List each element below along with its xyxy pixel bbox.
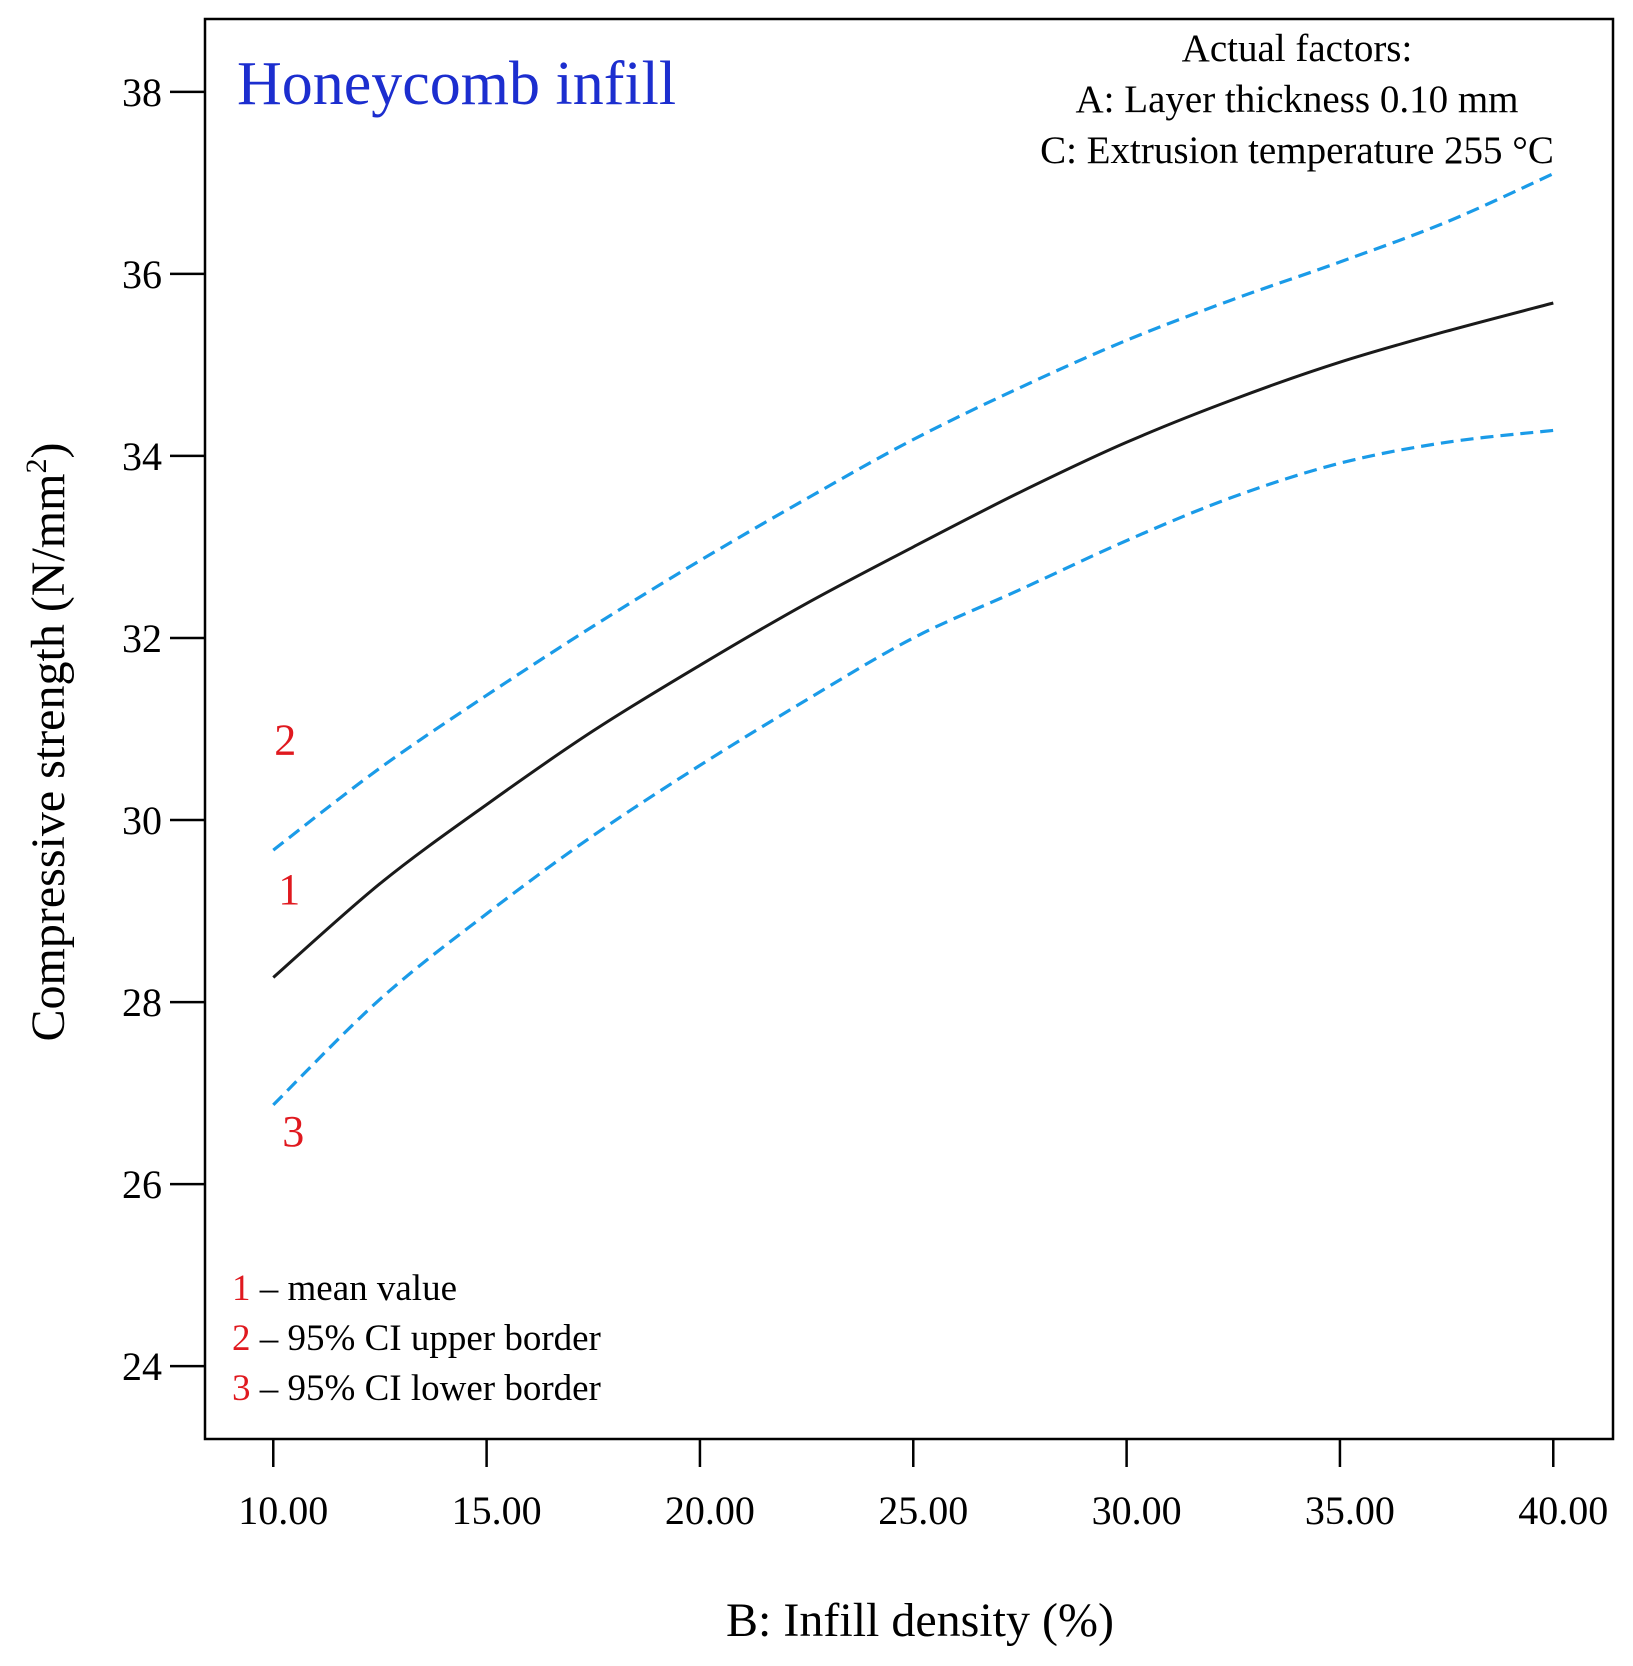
y-axis-label-close: ) [22, 443, 75, 459]
y-tick-label: 32 [122, 616, 162, 661]
x-tick-label: 40.00 [1518, 1488, 1608, 1533]
factor-c: C: Extrusion temperature 255 °C [1040, 129, 1554, 172]
series-number-label: 1 [278, 865, 300, 914]
factor-a: A: Layer thickness 0.10 mm [1076, 78, 1519, 121]
series-line-3 [272, 428, 1554, 1107]
x-axis-label: B: Infill density (%) [726, 1594, 1114, 1647]
y-tick-label: 26 [122, 1162, 162, 1207]
x-tick-label: 10.00 [238, 1488, 328, 1533]
x-tick-label: 20.00 [665, 1488, 755, 1533]
x-tick-label: 15.00 [452, 1488, 542, 1533]
legend: 1 – mean value 2 – 95% CI upper border 3… [232, 1268, 601, 1409]
series-number-label: 3 [282, 1107, 304, 1156]
x-tick-label: 30.00 [1092, 1488, 1182, 1533]
plot-frame [203, 17, 1615, 1441]
factors-box: Actual factors: A: Layer thickness 0.10 … [1040, 27, 1554, 172]
y-tick-label: 24 [122, 1344, 162, 1389]
series-layer [272, 172, 1554, 1107]
series-number-label: 2 [274, 715, 296, 764]
y-tick-label: 36 [122, 252, 162, 297]
x-axis: 10.00 15.00 20.00 25.00 30.00 35.00 40.00 [238, 1439, 1608, 1533]
y-tick-label: 38 [122, 70, 162, 115]
legend-number: 3 [232, 1368, 251, 1409]
y-tick-label: 28 [122, 980, 162, 1025]
legend-item: 1 – mean value [232, 1268, 457, 1309]
x-tick-label: 25.00 [878, 1488, 968, 1533]
legend-text: – 95% CI upper border [251, 1318, 601, 1359]
legend-text: – mean value [251, 1268, 458, 1309]
series-line-2 [272, 172, 1554, 852]
legend-number: 2 [232, 1318, 251, 1359]
legend-item: 3 – 95% CI lower border [232, 1368, 601, 1409]
legend-item: 2 – 95% CI upper border [232, 1318, 601, 1359]
y-tick-label: 34 [122, 434, 162, 479]
y-axis-label: Compressive strength (N/mm2) [20, 443, 75, 1042]
y-axis-label-sup: 2 [20, 459, 53, 474]
y-tick-label: 30 [122, 798, 162, 843]
y-axis: 24 26 28 30 32 34 36 38 [122, 70, 205, 1389]
legend-number: 1 [232, 1268, 251, 1309]
x-tick-label: 35.00 [1305, 1488, 1395, 1533]
legend-text: – 95% CI lower border [251, 1368, 601, 1409]
chart-title: Honeycomb infill [237, 50, 676, 118]
factors-heading: Actual factors: [1182, 27, 1413, 70]
series-labels: 1 2 3 [274, 715, 304, 1155]
y-axis-label-text: Compressive strength (N/mm [22, 474, 75, 1042]
series-line-1 [272, 301, 1554, 979]
